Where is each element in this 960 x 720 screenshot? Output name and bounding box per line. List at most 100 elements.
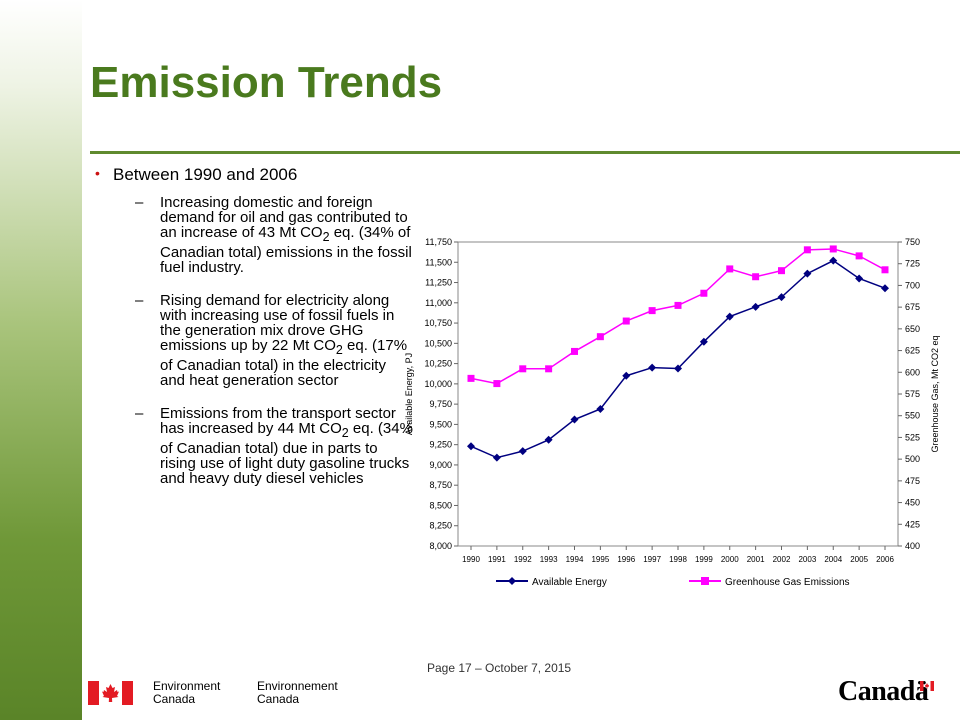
y2-tick-label: 500: [905, 454, 920, 464]
energy-point: [751, 302, 760, 311]
y2-tick-label: 750: [905, 237, 920, 247]
x-tick-label: 2004: [824, 555, 842, 564]
dash-marker: –: [135, 405, 144, 422]
side-gradient-bar: [0, 0, 82, 720]
x-tick-label: 1991: [488, 555, 506, 564]
canada-flag-icon: [88, 681, 133, 705]
ghg-point: [493, 380, 501, 388]
y2-tick-label: 600: [905, 367, 920, 377]
ghg-point: [674, 301, 682, 309]
energy-point: [674, 364, 682, 373]
y-tick-label: 8,750: [429, 480, 452, 490]
y2-tick-label: 675: [905, 302, 920, 312]
wordmark-flag-icon: [920, 681, 934, 691]
x-tick-label: 1995: [591, 555, 609, 564]
energy-point: [829, 256, 838, 265]
ghg-point: [700, 289, 708, 297]
legend: Available Energy Greenhouse Gas Emission…: [496, 577, 850, 588]
y2-tick-label: 550: [905, 411, 920, 421]
legend-marker-ghg: [701, 577, 709, 585]
x-tick-label: 1999: [695, 555, 713, 564]
y-tick-label: 11,000: [425, 298, 452, 308]
y2-tick-label: 425: [905, 519, 920, 529]
y2-tick-label: 625: [905, 346, 920, 356]
y-tick-label: 9,000: [429, 460, 452, 470]
y-tick-label: 9,750: [429, 399, 452, 409]
y-tick-label: 10,500: [424, 338, 452, 348]
canada-wordmark: Canadä: [838, 676, 929, 707]
main-bullet-text: Between 1990 and 2006: [113, 165, 298, 184]
ghg-point: [881, 266, 889, 274]
energy-series-line: [470, 259, 886, 459]
bullet-list: • Between 1990 and 2006 – Increasing dom…: [95, 165, 415, 486]
x-tick-label: 2002: [773, 555, 791, 564]
x-tick-label: 2006: [876, 555, 894, 564]
y-tick-label: 9,500: [429, 419, 452, 429]
ghg-point: [519, 365, 527, 373]
ghg-point: [545, 365, 553, 373]
energy-point: [648, 363, 657, 372]
org-name-english: Environment Canada: [153, 679, 221, 706]
y2-tick-label: 650: [905, 324, 920, 334]
energy-point: [622, 371, 631, 380]
energy-point: [881, 284, 889, 293]
energy-point: [803, 269, 812, 278]
dash-marker: –: [135, 194, 144, 211]
legend-label-energy: Available Energy: [532, 577, 607, 588]
y-axis-label: Available Energy, PJ: [404, 353, 414, 435]
y2-tick-label: 575: [905, 389, 920, 399]
ghg-point: [467, 374, 475, 382]
y-tick-label: 9,250: [429, 440, 452, 450]
series-lines: [467, 245, 889, 462]
x-tick-label: 2003: [798, 555, 816, 564]
energy-point: [544, 435, 553, 444]
x-tick-label: 1990: [462, 555, 480, 564]
sub-point-3: – Emissions from the transport sector ha…: [95, 406, 415, 486]
x-tick-label: 1992: [514, 555, 532, 564]
y2-tick-label: 525: [905, 432, 920, 442]
emissions-chart: 8,000 8,250 8,500 8,750 9,000 9,250 9,500 9,750…: [404, 237, 940, 588]
y-tick-label: 8,000: [429, 541, 452, 551]
x-tick-label: 1997: [643, 555, 661, 564]
x-tick-label: 2001: [747, 555, 765, 564]
y-tick-label: 10,000: [424, 379, 452, 389]
ghg-point: [622, 317, 630, 325]
energy-point: [725, 312, 734, 321]
energy-point: [518, 447, 527, 456]
ghg-series-line: [470, 248, 886, 385]
y2-tick-label: 475: [905, 476, 920, 486]
y-tick-label: 11,750: [425, 237, 452, 247]
y2-tick-label: 400: [905, 541, 920, 551]
x-tick-label: 1993: [540, 555, 558, 564]
energy-point: [855, 274, 864, 283]
ghg-point: [726, 265, 734, 273]
left-axis: 8,000 8,250 8,500 8,750 9,000 9,250 9,500 9,750…: [424, 237, 458, 551]
ghg-point: [596, 333, 604, 341]
x-axis: 1990 1991 1992 1993 1994 1995 1996 1997 1998 1999…: [462, 546, 894, 564]
ghg-point: [829, 245, 837, 253]
ghg-point: [648, 307, 656, 315]
x-tick-label: 2005: [850, 555, 868, 564]
energy-point: [492, 453, 501, 462]
y-tick-label: 8,500: [429, 500, 452, 510]
energy-point: [777, 293, 786, 302]
org-name-french: Environnement Canada: [257, 679, 338, 706]
bullet-dot-icon: •: [95, 165, 100, 181]
ghg-point: [803, 246, 811, 254]
sub-point-1: – Increasing domestic and foreign demand…: [95, 195, 415, 275]
ghg-point: [855, 252, 863, 260]
page-footer: Page 17 – October 7, 2015: [427, 661, 572, 675]
ghg-point: [571, 347, 578, 355]
legend-label-ghg: Greenhouse Gas Emissions: [725, 577, 850, 588]
x-tick-label: 1994: [566, 555, 584, 564]
energy-point: [699, 337, 708, 346]
ghg-point: [778, 267, 785, 275]
energy-point: [596, 404, 605, 413]
plot-area: [457, 241, 899, 547]
slide-title: Emission Trends: [90, 58, 443, 107]
y-tick-label: 10,250: [424, 359, 452, 369]
y2-tick-label: 725: [905, 259, 920, 269]
y-tick-label: 8,250: [429, 521, 452, 531]
x-tick-label: 1996: [617, 555, 635, 564]
sub-point-2: – Rising demand for electricity along wi…: [95, 293, 415, 388]
